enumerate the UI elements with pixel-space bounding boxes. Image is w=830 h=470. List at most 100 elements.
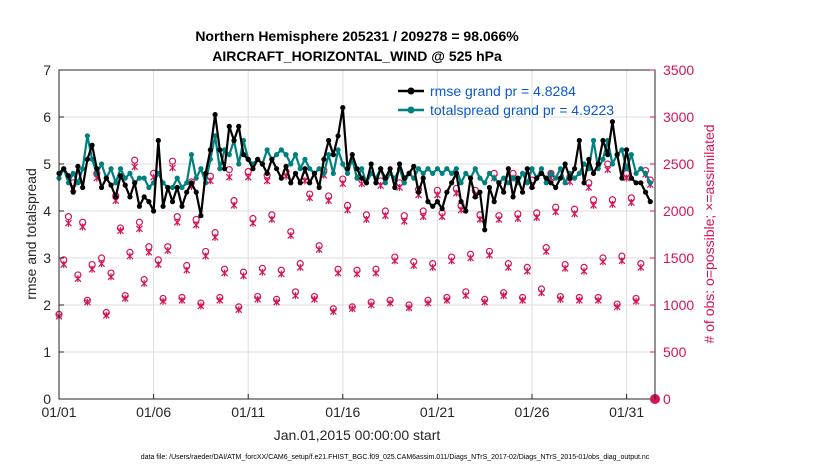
obs-assimilated-marker: [98, 260, 105, 268]
obs-possible-marker: [131, 156, 139, 164]
rmse-point: [70, 189, 76, 195]
data-file-footer: data file: /Users/raeder/DAI/ATM_forcXX/…: [141, 454, 650, 461]
totalspread-point: [538, 166, 545, 172]
x-tick-label: 01/06: [136, 404, 171, 420]
obs-assimilated-marker: [523, 267, 531, 275]
totalspread-point: [226, 152, 232, 158]
chart-subtitle: AIRCRAFT_HORIZONTAL_WIND @ 525 hPa: [212, 48, 502, 64]
totalspread-point: [486, 170, 493, 176]
rmse-point: [392, 184, 398, 191]
obs-assimilated-marker: [169, 164, 176, 172]
totalspread-point: [453, 166, 459, 172]
rmse-point: [103, 175, 109, 181]
totalspread-point: [519, 170, 526, 176]
obs-assimilated-marker: [221, 269, 228, 277]
y2-tick-label: 1000: [663, 297, 694, 313]
obs-assimilated-marker: [60, 261, 68, 269]
obs-assimilated-marker: [443, 296, 451, 304]
totalspread-point: [458, 180, 464, 186]
obs-assimilated-marker: [419, 213, 427, 221]
obs-assimilated-marker: [344, 206, 351, 214]
totalspread-point: [510, 175, 516, 181]
rmse-point: [84, 156, 90, 162]
totalspread-point: [590, 137, 597, 144]
y-tick-label: 4: [43, 203, 51, 219]
y-tick-label: 1: [43, 344, 51, 360]
totalspread-point: [108, 166, 114, 172]
obs-assimilated-marker: [353, 270, 361, 278]
obs-assimilated-marker: [377, 182, 385, 190]
y2-tick-label: 2000: [663, 203, 694, 219]
obs-assimilated-marker: [65, 219, 72, 227]
obs-assimilated-marker: [519, 296, 526, 304]
rmse-point: [141, 194, 147, 200]
totalspread-point: [273, 152, 280, 158]
totalspread-point: [212, 133, 218, 139]
obs-assimilated-marker: [424, 299, 432, 307]
y2-axis-label: # of obs: o=possible; ×=assimilated: [701, 124, 717, 343]
totalspread-point: [401, 180, 407, 186]
grid: [58, 69, 655, 400]
obs-assimilated-marker: [225, 173, 233, 181]
totalspread-point: [127, 170, 133, 176]
obs-assimilated-marker: [140, 279, 148, 287]
totalspread-point: [359, 166, 365, 172]
rmse-point: [553, 184, 559, 191]
obs-assimilated-marker: [83, 298, 91, 306]
rmse-point: [236, 123, 242, 129]
rmse-point: [411, 163, 417, 169]
obs-assimilated-marker: [358, 180, 366, 188]
obs-assimilated-marker: [292, 292, 299, 300]
totalspread-point: [576, 170, 582, 176]
rmse-point: [614, 152, 620, 158]
rmse-point: [482, 227, 488, 233]
obs-assimilated-marker: [192, 221, 200, 229]
y2-tick-label: 2500: [663, 156, 694, 172]
obs-assimilated-marker: [391, 257, 399, 265]
obs-assimilated-marker: [287, 231, 295, 239]
rmse-point: [65, 173, 72, 179]
obs-assimilated-marker: [609, 200, 616, 208]
totalspread-point: [288, 161, 294, 167]
totalspread-point: [122, 175, 128, 181]
totalspread-point: [642, 170, 649, 176]
rmse-point: [449, 180, 455, 186]
totalspread-point: [482, 180, 488, 186]
obs-assimilated-marker: [117, 227, 124, 235]
obs-assimilated-marker: [613, 303, 621, 311]
totalspread-point: [600, 156, 606, 162]
obs-assimilated-marker: [604, 166, 612, 174]
rmse-point: [430, 203, 436, 209]
rmse-point: [335, 133, 341, 139]
rmse-point: [387, 166, 393, 172]
rmse-point: [633, 180, 639, 186]
rmse-point: [132, 180, 138, 186]
rmse-point: [581, 180, 587, 186]
rmse-point: [609, 119, 616, 125]
totalspread-point: [628, 152, 634, 158]
totalspread-point: [193, 175, 199, 181]
obs-assimilated-marker: [315, 246, 323, 254]
totalspread-point: [344, 170, 351, 176]
totalspread-point: [524, 180, 530, 186]
obs-assimilated-marker: [433, 191, 441, 199]
rmse-point: [439, 206, 445, 212]
totalspread-point: [491, 175, 497, 181]
obs-assimilated-marker: [457, 206, 465, 214]
obs-assimilated-marker: [268, 215, 276, 223]
totalspread-point: [382, 180, 388, 186]
obs-assimilated-marker: [211, 233, 219, 241]
totalspread-point: [463, 170, 469, 176]
rmse-point: [198, 213, 204, 219]
rmse-point: [373, 180, 379, 186]
obs-assimilated-marker: [623, 174, 631, 182]
rmse-point: [425, 199, 431, 205]
totalspread-point: [619, 147, 625, 153]
obs-assimilated-marker: [438, 213, 446, 221]
obs-possible-marker: [135, 218, 144, 226]
rmse-point: [122, 182, 128, 188]
totalspread-point: [430, 170, 436, 176]
obs-assimilated-marker: [594, 296, 602, 304]
y-tick-label: 7: [43, 62, 51, 78]
